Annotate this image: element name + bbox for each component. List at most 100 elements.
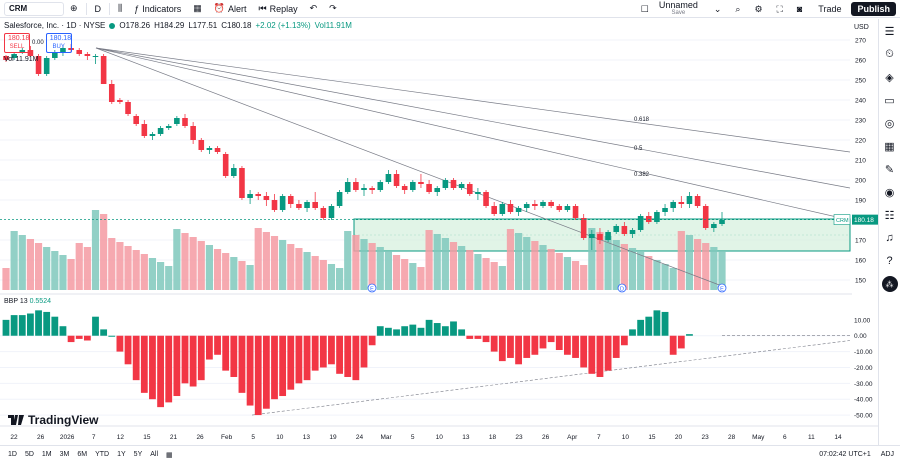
interval-label: D <box>94 3 102 14</box>
price-axis-bg <box>852 19 878 445</box>
alerts-clock-icon[interactable]: ⏲ <box>885 47 894 60</box>
publish-button[interactable]: Publish <box>851 2 896 16</box>
candle-body <box>645 216 652 222</box>
fullscreen-icon[interactable]: ⛶ <box>776 3 783 14</box>
ideas-icon[interactable]: ✎ <box>884 163 895 176</box>
layers-icon[interactable]: ◈ <box>885 71 894 84</box>
candle <box>426 180 432 194</box>
event-marker-letter: E <box>720 286 724 292</box>
bbp-bar <box>149 335 156 400</box>
top-toolbar: CRM ⊕ D ⫼ ƒ Indicators ▦ ⏰ Alert ⏮ Replay ↶… <box>0 0 900 18</box>
volume-bar <box>433 234 441 290</box>
candle-body <box>141 124 148 136</box>
volume-bar <box>474 254 482 290</box>
price-tick-label: 170 <box>855 238 866 245</box>
range-1m[interactable]: 1M <box>41 451 52 458</box>
indicators-button[interactable]: ƒ Indicators <box>128 0 187 18</box>
range-5y[interactable]: 5Y <box>133 451 143 458</box>
range-1y[interactable]: 1Y <box>117 451 126 458</box>
bbp-bar <box>580 335 588 368</box>
candle <box>100 54 107 84</box>
date-range-calendar-icon[interactable]: ▦ <box>166 451 173 459</box>
volume-bar <box>441 238 449 290</box>
bbp-bar <box>336 335 343 374</box>
calendar-icon[interactable]: ▦ <box>884 140 895 153</box>
symbol-search[interactable]: CRM <box>4 1 64 16</box>
range-ytd[interactable]: YTD <box>95 451 110 458</box>
candle-body <box>320 208 327 218</box>
time-tick-label: 26 <box>196 434 204 441</box>
volume-bar <box>482 258 490 290</box>
chat-icon[interactable]: ▭ <box>884 94 895 107</box>
undo-button[interactable]: ↶ <box>304 0 324 18</box>
layout-menu-icon[interactable]: ⌄ <box>713 3 722 14</box>
symbol-title[interactable]: Salesforce, Inc. · 1D · NYSE <box>4 21 106 30</box>
candle <box>434 186 441 196</box>
watchlist-icon[interactable]: ☰ <box>884 25 895 38</box>
range-3m[interactable]: 3M <box>59 451 70 458</box>
snapshot-camera-icon[interactable]: ◙ <box>796 4 803 14</box>
change-value: +2.02 (+1.13%) <box>255 21 311 30</box>
volume-bar <box>108 238 116 290</box>
bbp-bar <box>661 311 669 336</box>
candle-body <box>231 168 237 176</box>
time-tick-label: Apr <box>567 434 578 441</box>
volume-bar <box>490 262 498 290</box>
trade-button[interactable]: Trade <box>818 4 842 14</box>
open-value: O178.26 <box>119 21 151 30</box>
add-symbol-button[interactable]: ⊕ <box>64 0 84 18</box>
volume-bar <box>555 253 563 290</box>
buy-button[interactable]: 180.18 BUY <box>45 33 72 53</box>
quick-search-icon[interactable]: ⌕ <box>735 3 741 14</box>
news-icon[interactable]: ☷ <box>884 209 895 222</box>
apps-grid-icon[interactable]: ⁂ <box>881 276 898 292</box>
chart-type-button[interactable]: ⫼ <box>112 0 128 18</box>
volume-indicator-label[interactable]: Vol 11.91M <box>4 56 39 63</box>
bbp-bar <box>458 329 466 336</box>
volume-bar <box>287 244 295 290</box>
layout-checkbox-icon[interactable]: ☐ <box>640 3 649 14</box>
settings-icon[interactable]: ⚙ <box>754 3 763 14</box>
candle <box>694 194 701 208</box>
target-icon[interactable]: ◎ <box>884 117 895 130</box>
adj-toggle[interactable]: ADJ <box>880 451 894 458</box>
bbp-indicator-label[interactable]: BBP 13 0.5524 <box>4 298 51 305</box>
volume-bar <box>710 247 718 290</box>
candle-body <box>369 188 375 190</box>
bbp-bar <box>287 335 295 390</box>
time-tick-label: 28 <box>728 434 736 441</box>
range-all[interactable]: All <box>150 451 159 458</box>
price-tick-label: 230 <box>855 118 866 125</box>
clock-time[interactable]: 07:02:42 UTC+1 <box>819 451 871 458</box>
candle <box>92 54 99 64</box>
help-icon[interactable]: ? <box>886 255 893 267</box>
bbp-bar <box>75 335 83 339</box>
price-chart[interactable]: 0.618 0.5 0.382 USD 270 260 250 240 230 220 210 20… <box>0 19 878 445</box>
bbp-bar <box>2 319 10 336</box>
replay-button[interactable]: ⏮ Replay <box>252 0 303 18</box>
bbp-bar <box>588 335 596 374</box>
range-1d[interactable]: 1D <box>8 451 17 458</box>
layout-name[interactable]: Unnamed Save <box>651 1 706 17</box>
sell-button[interactable]: 180.18 SELL <box>4 33 30 53</box>
candle-body <box>149 134 156 136</box>
interval-button[interactable]: D <box>89 0 108 18</box>
bbp-bar <box>376 326 384 336</box>
alert-button[interactable]: ⏰ Alert <box>208 0 253 18</box>
bbp-bar <box>238 335 246 393</box>
volume-bar <box>506 229 515 290</box>
candle <box>686 192 693 208</box>
price-tick-label: 210 <box>855 158 866 165</box>
range-6m[interactable]: 6M <box>77 451 88 458</box>
market-open-dot-icon <box>109 22 116 29</box>
divider <box>85 2 87 15</box>
volume-bar <box>311 256 319 290</box>
candle <box>589 230 595 250</box>
bbp-bar <box>254 335 262 416</box>
templates-button[interactable]: ▦ <box>187 0 208 18</box>
redo-button[interactable]: ↷ <box>323 0 343 18</box>
range-5d[interactable]: 5D <box>24 451 34 458</box>
streams-icon[interactable]: ◉ <box>884 186 895 199</box>
candle <box>629 228 636 238</box>
notifications-bell-icon[interactable]: ♫ <box>885 232 894 244</box>
